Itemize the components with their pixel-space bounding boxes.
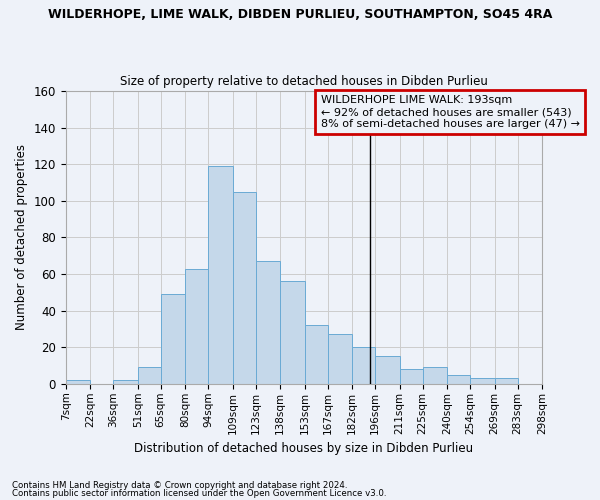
Bar: [352, 348, 375, 384]
Bar: [65, 380, 90, 384]
Bar: [470, 378, 495, 384]
Bar: [305, 326, 328, 384]
Bar: [113, 380, 138, 384]
Bar: [328, 334, 352, 384]
Y-axis label: Number of detached properties: Number of detached properties: [15, 144, 28, 330]
Bar: [208, 166, 233, 384]
Text: WILDERHOPE, LIME WALK, DIBDEN PURLIEU, SOUTHAMPTON, SO45 4RA: WILDERHOPE, LIME WALK, DIBDEN PURLIEU, S…: [48, 8, 552, 20]
Text: WILDERHOPE LIME WALK: 193sqm
← 92% of detached houses are smaller (543)
8% of se: WILDERHOPE LIME WALK: 193sqm ← 92% of de…: [320, 96, 580, 128]
Bar: [185, 268, 208, 384]
Bar: [138, 368, 161, 384]
Text: Contains HM Land Registry data © Crown copyright and database right 2024.: Contains HM Land Registry data © Crown c…: [12, 481, 347, 490]
Bar: [233, 192, 256, 384]
Bar: [447, 375, 470, 384]
Bar: [495, 378, 518, 384]
Bar: [280, 282, 305, 384]
Title: Size of property relative to detached houses in Dibden Purlieu: Size of property relative to detached ho…: [120, 76, 488, 88]
Bar: [256, 262, 280, 384]
Bar: [375, 356, 400, 384]
Bar: [400, 370, 422, 384]
Bar: [422, 368, 447, 384]
Bar: [161, 294, 185, 384]
Text: Contains public sector information licensed under the Open Government Licence v3: Contains public sector information licen…: [12, 488, 386, 498]
X-axis label: Distribution of detached houses by size in Dibden Purlieu: Distribution of detached houses by size …: [134, 442, 473, 455]
